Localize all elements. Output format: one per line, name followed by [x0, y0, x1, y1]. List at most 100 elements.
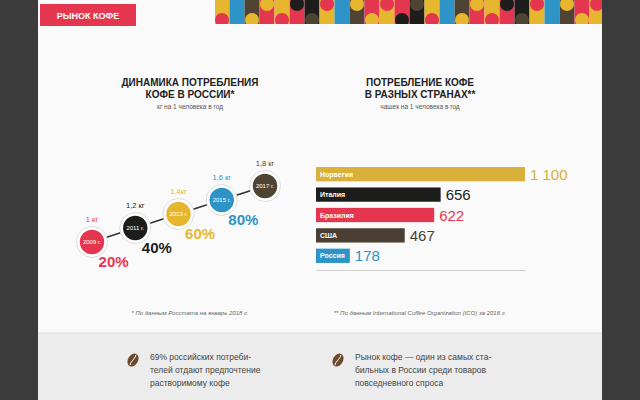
- decoration-dot: [530, 0, 544, 11]
- decoration-dot: [395, 13, 409, 24]
- bar: [316, 228, 405, 242]
- x-axis: [317, 270, 526, 271]
- category-label: США: [320, 232, 337, 239]
- note-line: бильных в России среди товаров: [355, 365, 486, 375]
- plot-area: [77, 171, 281, 258]
- bar: [316, 167, 525, 181]
- marker: [252, 173, 278, 199]
- plot-area: [316, 167, 525, 263]
- decoration-dot: [455, 13, 469, 24]
- annotation: 80%: [228, 211, 258, 228]
- labels: Норвегия 1 100 Италия 656 Бразилия 622 США 467 Р…: [320, 166, 568, 265]
- decoration-dot: [545, 13, 559, 24]
- decoration-dot: [515, 13, 529, 24]
- data-label: 1 100: [530, 166, 568, 183]
- data-label: 656: [446, 186, 471, 203]
- bean-line: [335, 355, 342, 366]
- bean-body: [330, 351, 346, 368]
- title-line: ПОТРЕБЛЕНИЕ КОФЕ: [366, 77, 474, 88]
- canvas-svg: РЫНОК КОФЕ ДИНАМИКА ПОТРЕБЛЕНИЯКОФЕ В РОС…: [0, 0, 640, 400]
- footnote: * По данным Росстата на январь 2018 г.: [131, 310, 248, 316]
- data-label: 1,8 кг: [256, 159, 275, 168]
- title-line: ДИНАМИКА ПОТРЕБЛЕНИЯ: [121, 77, 258, 88]
- decoration-dot: [440, 0, 454, 11]
- decoration-dot: [380, 0, 394, 11]
- bar: [316, 187, 441, 201]
- decoration-dot: [425, 13, 439, 24]
- x-axis-line: [317, 270, 526, 271]
- marker: [122, 215, 148, 241]
- marker: [209, 187, 235, 213]
- data-label: 1 кг: [86, 215, 99, 224]
- annotation: 40%: [142, 239, 172, 256]
- decoration-dot: [350, 0, 364, 11]
- marker-halo: [250, 171, 281, 202]
- footnote: ** По данным International Coffee Organi…: [334, 310, 507, 316]
- side-right: [602, 0, 640, 400]
- bean-body: [125, 351, 141, 368]
- category-label: 2009 г.: [83, 239, 101, 245]
- decoration-dot: [290, 0, 304, 11]
- decoration-dot: [575, 13, 589, 24]
- data-label: 467: [410, 227, 435, 244]
- decoration-dot: [230, 0, 244, 11]
- note-line: 69% российских потреби-: [150, 352, 251, 362]
- category-label: Италия: [320, 191, 345, 198]
- series-line: [92, 186, 265, 242]
- chart-title: ДИНАМИКА ПОТРЕБЛЕНИЯКОФЕ В РОССИИ*: [121, 77, 258, 100]
- chart-subtitle: чашек на 1 человека в год: [380, 103, 460, 111]
- note-line: Рынок кофе — один из самых ста-: [355, 352, 491, 362]
- category-label: Россия: [320, 252, 345, 259]
- bottom-band: [38, 333, 602, 400]
- header-tab-text: РЫНОК КОФЕ: [57, 11, 120, 21]
- labels: 2009 г. 1 кг 2011 г. 1,2 кг 2013 г. 1,4кг 2015…: [83, 159, 275, 270]
- title-line: В РАЗНЫХ СТРАНАХ**: [365, 89, 476, 100]
- bean-icon: [125, 351, 141, 368]
- decoration-dot: [335, 13, 349, 24]
- data-label: 622: [439, 207, 464, 224]
- side-left: [0, 0, 38, 400]
- chart-subtitle: кг на 1 человека в год: [157, 103, 223, 111]
- note-line: телей отдают предпочтение: [150, 365, 261, 375]
- marker: [79, 229, 105, 255]
- data-label: 1,4кг: [170, 187, 187, 196]
- annotation: 20%: [99, 253, 129, 270]
- decoration: [215, 0, 602, 24]
- data-label: 1,2 кг: [126, 201, 145, 210]
- decoration-dot: [260, 0, 274, 11]
- decoration-dot: [320, 0, 334, 11]
- chart-title: ПОТРЕБЛЕНИЕ КОФЕВ РАЗНЫХ СТРАНАХ**: [365, 77, 476, 100]
- decoration-dot: [500, 0, 514, 11]
- category-label: Бразилия: [320, 212, 354, 220]
- decoration-dot: [410, 0, 424, 11]
- category-label: Норвегия: [320, 171, 353, 179]
- marker: [166, 201, 192, 227]
- category-label: 2017 г.: [256, 183, 274, 189]
- data-label: 178: [355, 247, 380, 264]
- decoration-dot: [365, 13, 379, 24]
- decoration-dot: [560, 0, 574, 11]
- note-line: растворимому кофе: [150, 378, 230, 388]
- decoration-dot: [590, 0, 602, 11]
- separator: [38, 333, 602, 334]
- decoration-dot: [305, 13, 319, 24]
- category-label: 2013 г.: [169, 211, 187, 217]
- header-tab: [40, 4, 136, 26]
- annotation: 60%: [185, 225, 215, 242]
- category-label: 2011 г.: [126, 225, 144, 231]
- decoration-dot: [485, 13, 499, 24]
- title-line: КОФЕ В РОССИИ*: [146, 89, 235, 100]
- decoration-dot: [245, 13, 259, 24]
- decoration-dot: [215, 13, 229, 24]
- bar: [316, 208, 434, 222]
- decoration-dot: [470, 0, 484, 11]
- data-label: 1,6 кг: [212, 173, 231, 182]
- bean-line: [130, 355, 137, 366]
- chart-root: РЫНОК КОФЕ ДИНАМИКА ПОТРЕБЛЕНИЯКОФЕ В РОС…: [0, 0, 640, 400]
- decoration-dot: [275, 13, 289, 24]
- bean-icon: [330, 351, 346, 368]
- bar: [316, 249, 350, 263]
- page-bg: [38, 0, 602, 333]
- category-label: 2015 г.: [213, 197, 231, 203]
- note-line: повседневного спроса: [355, 378, 443, 388]
